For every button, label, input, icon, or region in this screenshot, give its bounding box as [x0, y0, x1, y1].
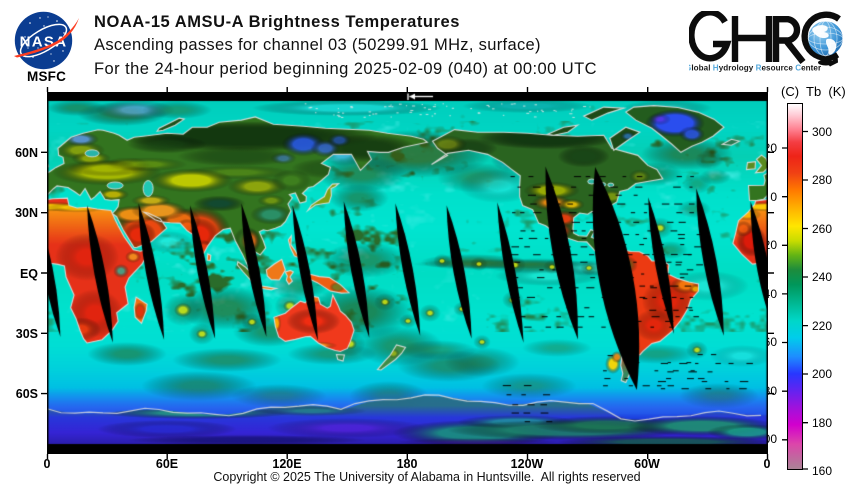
- svg-text:NASA: NASA: [20, 34, 68, 51]
- svg-text:Global Hydrology Resource Cent: Global Hydrology Resource Center: [689, 64, 822, 73]
